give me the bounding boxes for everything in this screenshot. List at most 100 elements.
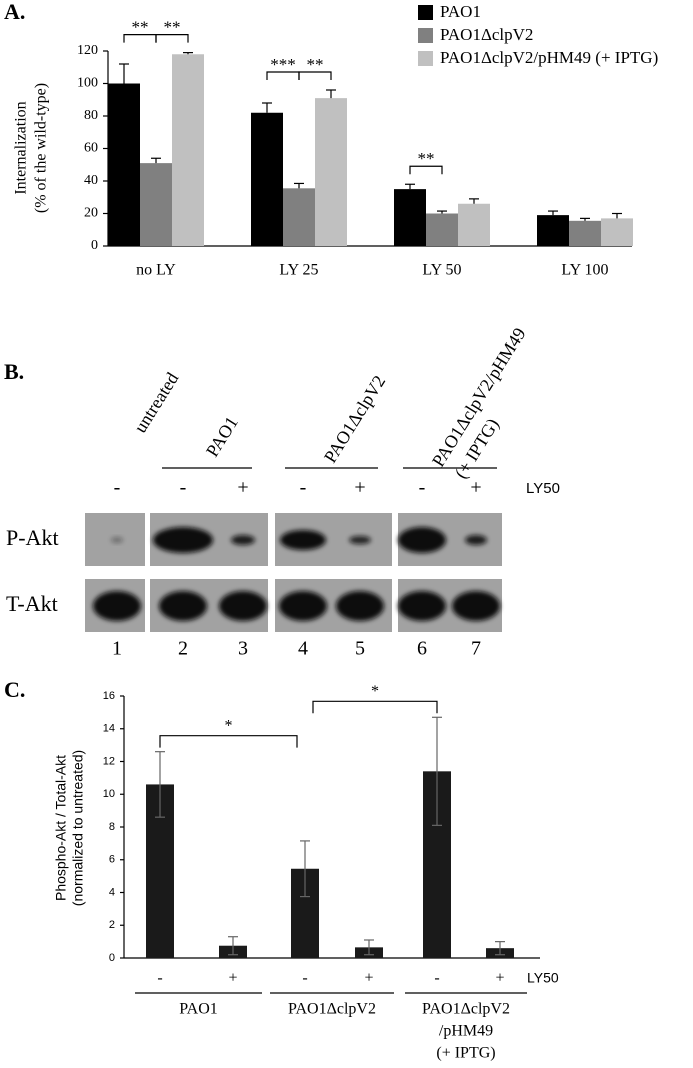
significance-bracket xyxy=(155,34,189,43)
lane-number: 7 xyxy=(471,638,481,660)
blot-band xyxy=(279,591,327,621)
x-tick-label: LY 25 xyxy=(279,262,318,279)
significance-label: ** xyxy=(164,18,181,37)
group-label: PAO1ΔclpV2 xyxy=(422,1001,510,1018)
treatment-sign: - xyxy=(419,477,426,499)
y-axis-label: Phospho-Akt / Total-Akt xyxy=(53,755,69,901)
y-tick-label: 60 xyxy=(84,141,98,156)
y-tick-label: 0 xyxy=(91,238,98,253)
group-label: PAO1ΔclpV2 xyxy=(288,1001,376,1018)
column-label: PAO1 xyxy=(202,413,242,460)
significance-bracket xyxy=(312,700,438,714)
significance-bracket xyxy=(159,735,298,748)
blot-band xyxy=(153,527,213,553)
row-label: P-Akt xyxy=(6,525,59,550)
y-tick-label: 120 xyxy=(77,43,98,58)
blot-band xyxy=(398,527,446,553)
significance-label: *** xyxy=(270,55,296,74)
bar xyxy=(537,215,569,246)
y-axis-label: (% of the wild-type) xyxy=(33,83,50,213)
bar xyxy=(315,98,347,246)
blot-band xyxy=(231,535,255,545)
lane-number: 2 xyxy=(178,638,188,660)
y-tick-label: 8 xyxy=(109,821,115,833)
blot-band xyxy=(349,536,371,544)
group-label: /pHM49 xyxy=(439,1023,493,1040)
significance-label: ** xyxy=(418,149,435,168)
blot-band xyxy=(111,537,123,543)
lane-number: 3 xyxy=(238,638,248,660)
blot-band xyxy=(219,591,267,621)
y-tick-label: 20 xyxy=(84,206,98,221)
blot-band xyxy=(280,530,326,550)
y-tick-label: 100 xyxy=(77,76,98,91)
y-tick-label: 80 xyxy=(84,108,98,123)
bar xyxy=(283,188,315,246)
lane-number: 6 xyxy=(417,638,427,660)
x-tick-label: LY 50 xyxy=(422,262,461,279)
y-tick-label: 14 xyxy=(103,723,115,735)
x-tick-label: - xyxy=(302,970,307,987)
bar xyxy=(251,112,283,246)
y-axis-label: (normalized to untreated) xyxy=(70,750,86,906)
significance-label: ** xyxy=(132,18,149,37)
row-label: T-Akt xyxy=(6,591,58,616)
bar xyxy=(458,203,490,246)
treatment-sign: + xyxy=(470,477,481,499)
column-label: PAO1ΔclpV2 xyxy=(320,372,389,466)
blot-band xyxy=(93,591,141,621)
legend-swatch xyxy=(418,5,433,20)
legend-swatch xyxy=(418,51,433,66)
x-tick-label: + xyxy=(364,970,373,987)
significance-label: ** xyxy=(307,55,324,74)
legend-label: PAO1 xyxy=(440,2,481,21)
bar xyxy=(108,83,140,246)
y-tick-label: 12 xyxy=(103,755,115,767)
x-tick-label: + xyxy=(495,970,504,987)
x-tick-label: LY 100 xyxy=(561,262,608,279)
bar xyxy=(569,220,601,246)
significance-bracket xyxy=(298,71,332,80)
panel-label: B. xyxy=(4,359,24,384)
y-tick-label: 0 xyxy=(109,952,115,964)
bar xyxy=(140,163,172,246)
y-tick-label: 6 xyxy=(109,854,115,866)
y-tick-label: 16 xyxy=(103,690,115,702)
lane-number: 5 xyxy=(355,638,365,660)
lane-number: 4 xyxy=(298,638,308,660)
x-tick-label: - xyxy=(157,970,162,987)
legend-label: PAO1ΔclpV2/pHM49 (+ IPTG) xyxy=(440,48,658,67)
treatment-sign: - xyxy=(180,477,187,499)
x-tick-label: - xyxy=(434,970,439,987)
legend-swatch xyxy=(418,28,433,43)
y-tick-label: 40 xyxy=(84,173,98,188)
blot-band xyxy=(452,591,500,621)
blot-band xyxy=(336,591,384,621)
group-label: (+ IPTG) xyxy=(436,1045,495,1062)
treatment-sign: - xyxy=(300,477,307,499)
lane-number: 1 xyxy=(112,638,122,660)
x-tick-label: + xyxy=(228,970,237,987)
treatment-sign: + xyxy=(354,477,365,499)
significance-bracket xyxy=(409,165,443,175)
y-tick-label: 2 xyxy=(109,919,115,931)
y-axis-label: Internalization xyxy=(13,101,30,194)
legend-label: PAO1ΔclpV2 xyxy=(440,25,533,44)
blot-band xyxy=(465,535,487,545)
significance-label: * xyxy=(371,683,379,700)
blot-band xyxy=(398,591,446,621)
blot-band xyxy=(159,591,207,621)
bar xyxy=(394,189,426,246)
treatment-label: LY50 xyxy=(527,970,559,986)
x-tick-label: no LY xyxy=(136,262,176,279)
treatment-sign: - xyxy=(114,477,121,499)
treatment-label: LY50 xyxy=(526,480,560,497)
bar xyxy=(426,213,458,246)
y-tick-label: 10 xyxy=(103,788,115,800)
panel-label: C. xyxy=(4,677,25,702)
group-label: PAO1 xyxy=(179,1001,218,1018)
significance-label: * xyxy=(225,717,233,734)
bar xyxy=(601,218,633,246)
column-label: untreated xyxy=(130,369,182,436)
